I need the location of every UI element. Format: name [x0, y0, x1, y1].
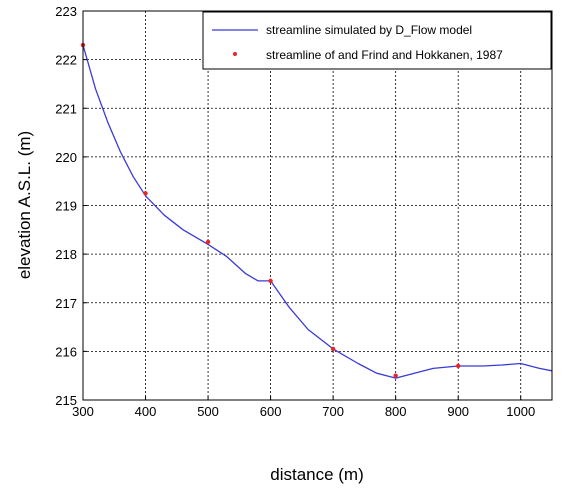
- legend: streamline simulated by D_Flow model str…: [202, 11, 552, 70]
- data-point-frind: [143, 191, 148, 196]
- y-tick-label: 222: [55, 53, 77, 68]
- y-axis-title: elevation A.S.L. (m): [15, 131, 34, 279]
- x-tick-label: 600: [260, 404, 282, 419]
- series-line-simulated: [82, 44, 553, 379]
- x-axis-ticks: 300 400 500 600 700 800 900 1000: [72, 396, 535, 419]
- y-tick-label: 221: [55, 101, 77, 116]
- y-tick-label: 219: [55, 199, 77, 214]
- legend-label-simulated: streamline simulated by D_Flow model: [266, 23, 472, 37]
- series-layer: [80, 42, 553, 379]
- x-tick-label: 400: [135, 404, 157, 419]
- legend-label-frind: streamline of and Frind and Hokkanen, 19…: [266, 48, 503, 62]
- data-point-frind: [268, 278, 273, 284]
- x-tick-label: 700: [322, 404, 344, 419]
- y-tick-label: 223: [55, 4, 77, 19]
- x-axis-title: distance (m): [270, 465, 364, 484]
- y-axis-ticks: 215 216 217 218 219 220 221 222 223: [55, 4, 87, 408]
- y-tick-label: 220: [55, 150, 77, 165]
- plot-area: [83, 11, 552, 400]
- x-tick-label: 300: [72, 404, 94, 419]
- x-tick-label: 900: [447, 404, 469, 419]
- y-tick-label: 215: [55, 393, 77, 408]
- grid: [83, 11, 552, 400]
- data-point-frind: [393, 373, 398, 378]
- data-point-frind: [456, 363, 461, 369]
- x-tick-label: 800: [385, 404, 407, 419]
- y-tick-label: 217: [55, 296, 77, 311]
- legend-box: [202, 11, 552, 70]
- legend-marker-swatch: [233, 52, 237, 56]
- y-tick-label: 218: [55, 247, 77, 262]
- x-tick-label: 1000: [506, 404, 535, 419]
- data-point-frind: [205, 239, 211, 245]
- y-tick-label: 216: [55, 344, 77, 359]
- data-point-frind: [330, 346, 336, 352]
- x-tick-label: 500: [197, 404, 219, 419]
